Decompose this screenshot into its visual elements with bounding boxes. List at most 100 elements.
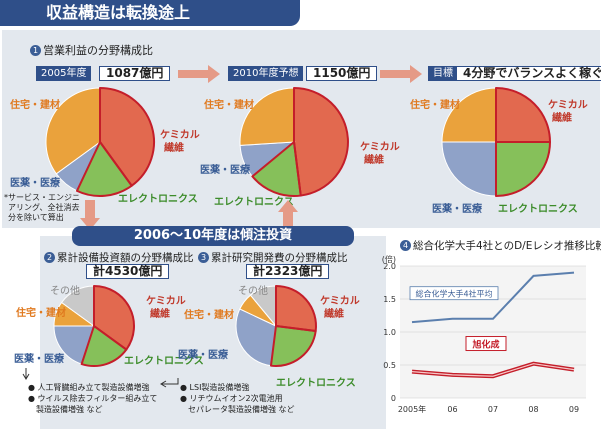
pie2005-value: 1087億円 [99, 66, 171, 81]
footnote-line-2: アリング、全社消去 [8, 203, 80, 212]
pie-chart-capex [53, 285, 135, 367]
pie-highlight-outline [495, 141, 551, 197]
pie2010-chemical-label-2: 繊維 [364, 155, 384, 166]
goal-value: 4分野でバランスよく稼ぐ [456, 66, 601, 81]
pie-highlight-outline [275, 285, 317, 333]
rnd-note-3: セパレータ製造設備増強 など [188, 405, 295, 414]
pie-slice-electronics [270, 325, 317, 367]
goal-housing-label: 住宅・建材 [410, 100, 460, 111]
pie2005-chemical-label-1: ケミカル [160, 130, 200, 141]
rnd-chemical-label-2: 繊維 [324, 309, 344, 320]
rnd-chemical-label-1: ケミカル [320, 296, 360, 307]
arrow-down-icon [80, 200, 100, 230]
pie-highlight-outline [269, 325, 317, 367]
section-number-badge: 1 [30, 45, 41, 56]
pie2005-year-label: 2005年度 [36, 66, 92, 81]
pie2010-electronics-label: エレクトロニクス [214, 197, 294, 208]
section2-title-text: 累計設備投資額の分野構成比 [57, 252, 194, 264]
y-tick-label: 0.5 [383, 361, 396, 370]
goal-medical-label: 医薬・医療 [432, 204, 482, 215]
note-pointer-icon [160, 378, 179, 388]
series-line-industry-avg [411, 271, 575, 324]
footnote-line-3: 分を除いて算出 [8, 213, 64, 222]
pie-slice-housing [239, 87, 295, 146]
pie-highlight-outline [93, 285, 135, 351]
capex-note-1: ● 人工腎臓組み立て製造設備増強 [28, 383, 150, 392]
pie2005-housing-label: 住宅・建材 [10, 100, 60, 111]
page-title: 収益構造は転換途上 [0, 0, 300, 26]
section3-total: 計2323億円 [246, 264, 330, 279]
capex-chemical-label-2: 繊維 [150, 309, 170, 320]
section3-title-text: 累計研究開発費の分野構成比 [211, 252, 348, 264]
section2-title: 2 累計設備投資額の分野構成比 [44, 250, 194, 265]
capex-chemical-label-1: ケミカル [146, 296, 186, 307]
pie-slice-chemical [275, 285, 317, 332]
goal-label: 目標 [428, 66, 458, 81]
capex-medical-label: 医薬・医療 [14, 354, 64, 365]
pie2010-chemical-label-1: ケミカル [360, 142, 400, 153]
pie2010-housing-label: 住宅・建材 [204, 100, 254, 111]
section1-title-text: 営業利益の分野構成比 [43, 44, 153, 57]
de-ratio-line-chart: 0 0.5 1.0 1.5 2.0(倍) 2005年 06 07 08 09 総合化学大手4社平均旭… [382, 254, 586, 414]
series-label-box-industry-avg [409, 286, 499, 301]
pie-chart-goal [441, 87, 551, 197]
x-tick-label: 09 [569, 405, 579, 414]
series-label-box-asahi [465, 336, 507, 352]
rnd-note-2-text: リチウムイオン2次電池用 [189, 394, 283, 403]
section4-title: 4 総合化学大手4社とのD/Eレシオ推移比較 [400, 238, 601, 253]
y-tick-label: 0 [391, 394, 396, 403]
footnote-line-1: *サービス・エンジニ [4, 193, 80, 202]
section1-title: 1 営業利益の分野構成比 [30, 42, 153, 58]
pie-chart-2010 [239, 87, 349, 197]
arrow-right-icon [380, 65, 422, 83]
pie2010-value: 1150億円 [306, 66, 378, 81]
x-tick-label: 07 [488, 405, 498, 414]
pie-slice-chemical [293, 87, 349, 197]
series-label-asahi: 旭化成 [471, 339, 499, 351]
section-number-badge: 4 [400, 240, 411, 251]
capex-other-label: その他 [50, 286, 80, 297]
pie-highlight-outline [99, 87, 155, 187]
goal-chemical-label-2: 繊維 [552, 113, 572, 124]
goal-electronics-label: エレクトロニクス [498, 204, 578, 215]
pie2005-electronics-label: エレクトロニクス [118, 194, 198, 205]
pie-highlight-outline [293, 87, 349, 197]
section4-title-text: 総合化学大手4社とのD/Eレシオ推移比較 [413, 240, 601, 252]
pie-slice-housing [45, 87, 101, 175]
y-unit-label: (倍) [382, 254, 396, 264]
capex-note-2-text: ウイルス除去フィルター組み立て [37, 394, 158, 403]
series-label-industry-avg: 総合化学大手4社平均 [415, 289, 492, 299]
pie-highlight-outline [251, 141, 302, 197]
rnd-housing-label: 住宅・建材 [184, 310, 234, 321]
pie-slice-housing [441, 87, 497, 143]
pie-highlight-outline [495, 87, 551, 143]
y-tick-label: 1.5 [383, 295, 396, 304]
series-line-asahi-inner [411, 363, 575, 377]
goal-chemical-label-1: ケミカル [548, 100, 588, 111]
arrow-up-icon [278, 200, 298, 230]
rnd-note-2: ● リチウムイオン2次電池用 [180, 394, 283, 403]
y-tick-label: 1.0 [383, 328, 396, 337]
investment-banner: 2006〜10年度は傾注投資 [72, 226, 354, 246]
capex-electronics-label: エレクトロニクス [124, 356, 204, 367]
capex-note-1-text: 人工腎臓組み立て製造設備増強 [37, 383, 150, 392]
arrow-right-icon [178, 65, 220, 83]
pie-slice-medical [235, 308, 277, 367]
pie2010-medical-label: 医薬・医療 [200, 165, 250, 176]
section3-title: 3 累計研究開発費の分野構成比 [198, 250, 348, 265]
rnd-other-label: その他 [238, 286, 268, 297]
pie2005-medical-label: 医薬・医療 [10, 178, 60, 189]
capex-housing-label: 住宅・建材 [16, 308, 66, 319]
pie-slice-medical [441, 141, 497, 197]
pie-chart-2005 [45, 87, 155, 197]
capex-note-2: ● ウイルス除去フィルター組み立て [28, 394, 158, 403]
x-tick-label: 06 [447, 405, 457, 414]
x-tick-label: 08 [528, 405, 538, 414]
capex-note-3: 製造設備増強 など [36, 405, 103, 414]
pie2010-year-label: 2010年度予想 [228, 66, 304, 81]
x-tick-label: 2005年 [398, 404, 426, 414]
rnd-medical-label: 医薬・医療 [178, 350, 228, 361]
pie-highlight-outline [80, 325, 128, 367]
section-number-badge: 2 [44, 252, 55, 263]
y-tick-label: 2.0 [383, 262, 396, 271]
